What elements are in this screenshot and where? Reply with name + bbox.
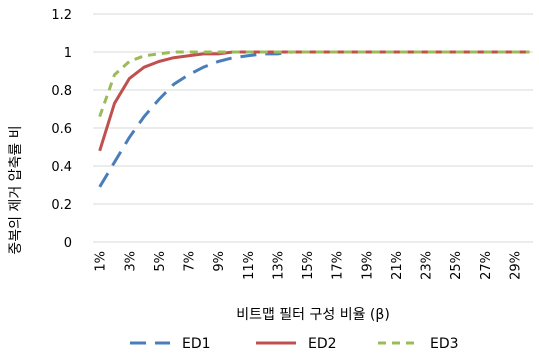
x-tick-label: 23% [420, 251, 435, 280]
x-tick-label: 5% [153, 251, 168, 272]
x-tick-label: 27% [479, 251, 494, 280]
legend-label-ed3: ED3 [430, 336, 459, 352]
x-tick-label: 7% [183, 251, 198, 272]
x-tick-label: 15% [301, 251, 316, 280]
legend-label-ed2: ED2 [308, 336, 337, 352]
x-tick-label: 3% [123, 251, 138, 272]
x-tick-label: 29% [508, 251, 523, 280]
x-tick-label: 11% [242, 251, 257, 280]
y-tick-label: 0 [64, 236, 72, 251]
y-tick-label: 0.8 [51, 84, 72, 99]
y-tick-label: 0.6 [51, 122, 72, 137]
series-lines [98, 50, 530, 188]
x-tick-label: 9% [212, 251, 227, 272]
x-axis-ticks: 1% 3% 5% 7% 9% 11% 13% 15% 17% 19% 21% 23% 25% 27% 29% [94, 251, 524, 280]
x-tick-label: 17% [331, 251, 346, 280]
x-tick-label: 13% [271, 251, 286, 280]
x-tick-label: 19% [360, 251, 375, 280]
y-tick-label: 1 [64, 46, 72, 61]
y-axis-title: 중복의 제거 압축률 비 [8, 125, 24, 254]
x-tick-label: 1% [94, 251, 109, 272]
series-line-ed2 [98, 50, 530, 152]
series-line-ed3 [98, 50, 530, 118]
y-tick-label: 0.2 [51, 198, 72, 213]
series-line-ed1 [98, 50, 530, 188]
grid [93, 13, 533, 243]
legend-label-ed1: ED1 [182, 336, 211, 352]
legend: ED1 ED2 ED3 [130, 336, 459, 352]
y-axis-ticks: 0 0.2 0.4 0.6 0.8 1 1.2 [51, 8, 72, 251]
x-tick-label: 25% [449, 251, 464, 280]
x-axis-title: 비트맵 필터 구성 비율 (β) [236, 307, 390, 323]
y-tick-label: 1.2 [51, 8, 72, 23]
x-tick-label: 21% [390, 251, 405, 280]
y-tick-label: 0.4 [51, 160, 72, 175]
